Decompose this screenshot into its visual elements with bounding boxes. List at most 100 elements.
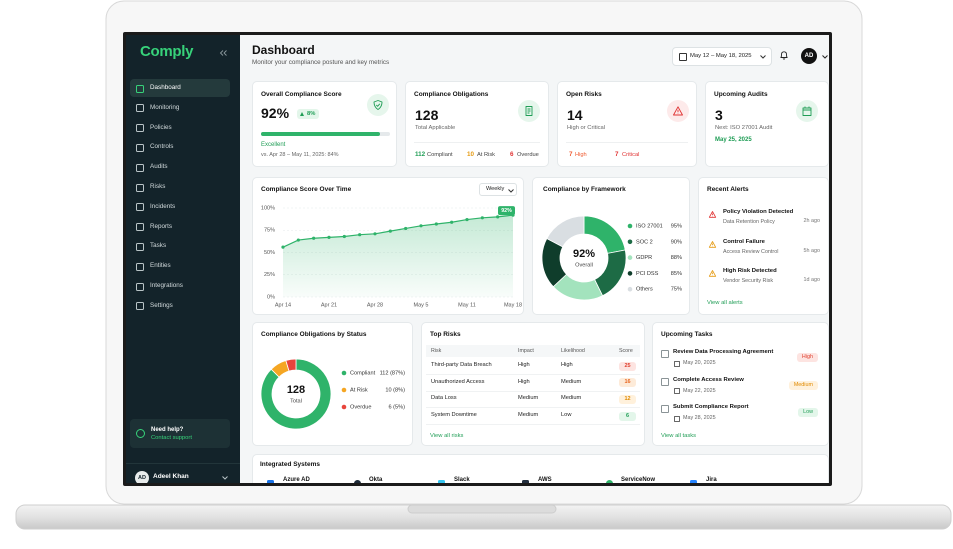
alert-glyph	[708, 270, 717, 277]
row-divider	[426, 407, 640, 409]
alert-detail: Data Retention Policy	[723, 219, 775, 225]
nav-label: Controls	[150, 143, 174, 151]
nav-icon	[136, 223, 144, 232]
nav-item[interactable]: Settings	[130, 297, 230, 315]
help-title: Need help?	[151, 427, 184, 433]
nav-item[interactable]: Integrations	[130, 277, 230, 295]
point	[496, 215, 500, 219]
point	[342, 234, 346, 239]
task-checkbox[interactable]	[661, 350, 669, 358]
point	[358, 233, 362, 237]
nav-item[interactable]: Monitoring	[130, 99, 230, 117]
nav-item[interactable]: Audits	[130, 158, 230, 176]
icon-glyph	[802, 106, 812, 116]
breakdown-value: 6	[510, 151, 514, 158]
help-link[interactable]: Contact support	[151, 435, 192, 441]
page-subtitle: Monitor your compliance posture and key …	[252, 59, 390, 66]
nav-item[interactable]: Entities	[130, 257, 230, 275]
nav-item[interactable]: Policies	[130, 119, 230, 137]
score-badge: 16	[619, 378, 636, 388]
point	[388, 229, 392, 233]
task-checkbox[interactable]	[661, 405, 669, 413]
card-title: Upcoming Audits	[714, 91, 768, 98]
legend-label: Compliant	[350, 370, 376, 376]
view-all-link[interactable]: View all alerts	[707, 300, 743, 306]
point	[327, 235, 331, 239]
point	[465, 217, 469, 222]
framework-card: Compliance by Framework ISO 27001 95% SOC 2…	[532, 177, 690, 315]
kpi-card: Overall Compliance Score 92% 8% Excellent vs…	[252, 81, 397, 167]
table-cell: Third-party Data Breach	[431, 362, 492, 368]
line	[282, 214, 514, 248]
y-tick-label: 100%	[261, 205, 275, 211]
help-box[interactable]: Need help? Contact support	[130, 419, 230, 448]
table-cell: Data Loss	[431, 395, 457, 402]
integration-logo	[522, 480, 529, 483]
integration-name: Okta	[369, 477, 383, 483]
point	[281, 245, 285, 249]
card-title: Compliance Score Over Time	[261, 186, 352, 193]
chevron	[508, 188, 514, 193]
help-icon	[136, 429, 145, 438]
period-dropdown[interactable]: Weekly	[479, 183, 517, 196]
nav-item[interactable]: Incidents	[130, 198, 230, 216]
alert-glyph	[708, 240, 717, 248]
card-title: Overall Compliance Score	[261, 91, 342, 98]
table-cell: Medium	[561, 395, 582, 402]
nav-icon	[136, 183, 144, 192]
calendar-icon	[679, 53, 687, 61]
donut-segment	[260, 358, 332, 430]
nav-item[interactable]: Dashboard	[130, 79, 230, 97]
breakdown-value: 112	[415, 151, 426, 158]
nav-label: Incidents	[150, 202, 176, 210]
nav-item[interactable]: Tasks	[130, 237, 230, 255]
kpi-icon-bg	[796, 100, 818, 122]
nav-icon	[136, 262, 144, 271]
alert-title: High Risk Detected	[723, 268, 777, 274]
row-divider	[426, 390, 640, 392]
breakdown-label: Critical	[622, 151, 640, 158]
divider	[126, 463, 240, 464]
nav-item[interactable]: Controls	[130, 138, 230, 156]
kpi-icon-bg	[367, 94, 389, 116]
audit-date: May 25, 2025	[715, 137, 752, 143]
card-title: Compliance by Framework	[543, 186, 626, 193]
chevron	[222, 476, 228, 480]
nav-item[interactable]: Reports	[130, 218, 230, 236]
nav-item[interactable]: Risks	[130, 178, 230, 196]
legend-label: At Risk	[350, 387, 368, 393]
alert-detail: Access Review Control	[723, 248, 779, 255]
date-picker[interactable]: May 12 – May 18, 2025	[672, 47, 772, 66]
breakdown-label: At Risk	[477, 151, 496, 158]
row-divider	[426, 424, 640, 426]
progress-fill	[261, 132, 380, 136]
column-header: Risk	[431, 347, 442, 354]
y-tick-label: 75%	[264, 228, 275, 234]
view-all-link[interactable]: View all risks	[430, 433, 464, 439]
table-cell: High	[518, 378, 530, 385]
task-date: May 22, 2025	[683, 387, 716, 394]
donut-chart: Compliant 112 (87%) At Risk 10 (8%) Overdue 6…	[260, 358, 405, 430]
score-badge: 12	[619, 394, 636, 404]
breakdown-value: 7	[615, 151, 619, 158]
calendar-icon	[674, 388, 680, 394]
column-header: Score	[619, 347, 633, 354]
nav-icon	[136, 203, 144, 212]
kpi-value: 3	[715, 107, 723, 123]
nav-label: Risks	[150, 183, 166, 190]
legend-swatch	[627, 271, 633, 276]
breakdown-label: High	[575, 151, 587, 158]
status: Excellent	[261, 142, 286, 148]
x-tick-label: Apr 14	[275, 302, 291, 308]
card-title: Recent Alerts	[707, 186, 749, 193]
header-avatar[interactable]: AD	[801, 48, 817, 64]
user-name: Adeel Khan	[153, 473, 189, 480]
x-tick-label: May 18	[504, 302, 522, 308]
view-all-link[interactable]: View all tasks	[661, 433, 697, 439]
task-checkbox[interactable]	[661, 377, 669, 386]
integration-logo	[354, 480, 361, 483]
point	[434, 222, 438, 226]
kpi-value: 92%	[261, 105, 290, 121]
card-title: Upcoming Tasks	[661, 331, 713, 338]
icon-glyph	[525, 106, 533, 116]
